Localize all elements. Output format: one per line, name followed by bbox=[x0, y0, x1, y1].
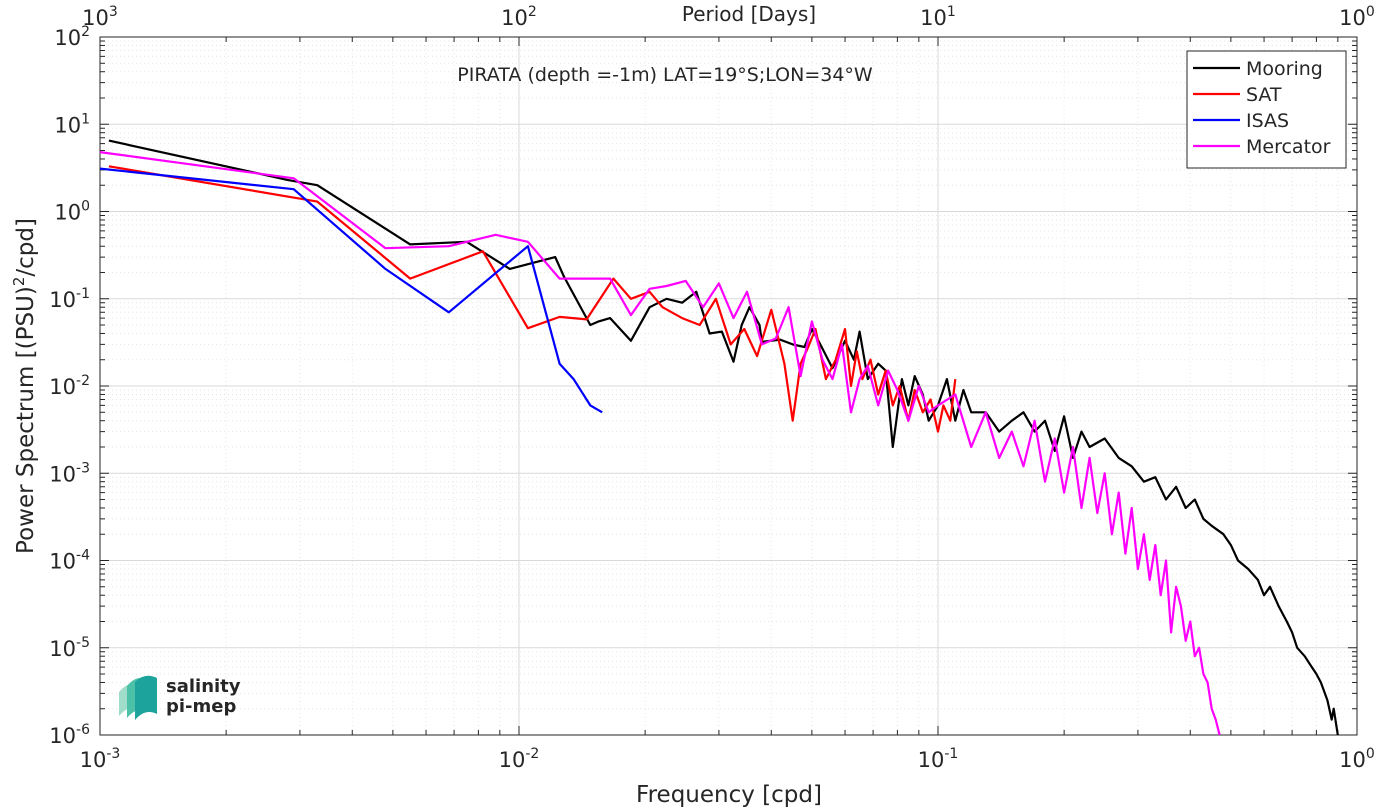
top-tick-label-exponent: 1 bbox=[947, 4, 956, 20]
y-tick-label: 101 bbox=[54, 111, 90, 137]
legend-label-mercator: Mercator bbox=[1246, 136, 1331, 158]
logo-line1: salinity bbox=[166, 676, 241, 697]
legend: Mooring SAT ISAS Mercator bbox=[1186, 50, 1347, 169]
y-tick-label: 10-6 bbox=[49, 722, 90, 748]
series-line-isas bbox=[99, 167, 603, 414]
top-tick-label-base: 10 bbox=[920, 6, 947, 30]
y-tick-label: 10-4 bbox=[49, 548, 90, 574]
series-line-mooring bbox=[108, 139, 1339, 736]
x-tick-label-base: 10 bbox=[1339, 748, 1366, 772]
top-tick-label-exponent: 3 bbox=[109, 4, 118, 20]
x-tick-label: 10-2 bbox=[499, 746, 540, 772]
x-tick-label-exponent: 0 bbox=[1366, 746, 1375, 762]
y-tick-label: 10-1 bbox=[49, 286, 90, 312]
x-tick-labels: 10-3 10-2 10-1 100 bbox=[80, 746, 1375, 772]
top-tick-label-exponent: 0 bbox=[1366, 4, 1375, 20]
y-tick-label-base: 10 bbox=[54, 26, 81, 50]
top-tick-label: 102 bbox=[501, 4, 537, 30]
y-tick-label-base: 10 bbox=[49, 462, 76, 486]
y-tick-label: 100 bbox=[54, 199, 90, 225]
axis-ticks bbox=[99, 37, 1357, 736]
y-tick-label-exponent: 0 bbox=[81, 199, 90, 215]
y-tick-label-exponent: -3 bbox=[76, 460, 90, 476]
legend-box bbox=[1186, 50, 1347, 169]
y-tick-label-exponent: -4 bbox=[76, 548, 90, 564]
x-tick-label: 100 bbox=[1339, 746, 1375, 772]
top-tick-label-exponent: 2 bbox=[528, 4, 537, 20]
top-tick-label-base: 10 bbox=[501, 6, 528, 30]
y-tick-label-exponent: 1 bbox=[81, 111, 90, 127]
top-tick-label: 103 bbox=[82, 4, 118, 30]
y-tick-label-base: 10 bbox=[49, 550, 76, 574]
y-tick-label-exponent: -5 bbox=[76, 635, 90, 651]
top-tick-labels: 103 102 101 100 bbox=[82, 4, 1375, 30]
y-tick-label-exponent: -6 bbox=[76, 722, 90, 738]
x-axis-label: Frequency [cpd] bbox=[636, 782, 822, 808]
top-tick-label: 101 bbox=[920, 4, 956, 30]
y-axis-label-superscript: 2 bbox=[10, 277, 28, 287]
logo-line2: pi-mep bbox=[166, 696, 236, 717]
y-tick-label-exponent: -2 bbox=[76, 373, 90, 389]
chart-title: PIRATA (depth =-1m) LAT=19°S;LON=34°W bbox=[457, 64, 873, 86]
minor-grid bbox=[100, 37, 1357, 735]
legend-label-mooring: Mooring bbox=[1246, 58, 1323, 80]
y-tick-label: 10-3 bbox=[49, 460, 90, 486]
series-line-mercator bbox=[99, 151, 1221, 736]
x-tick-label: 10-3 bbox=[80, 746, 121, 772]
top-axis-label: Period [Days] bbox=[682, 2, 816, 26]
y-tick-label-base: 10 bbox=[54, 201, 81, 225]
y-tick-label: 10-5 bbox=[49, 635, 90, 661]
x-tick-label: 10-1 bbox=[918, 746, 959, 772]
series-layer bbox=[99, 139, 1339, 736]
top-tick-label-base: 10 bbox=[1339, 6, 1366, 30]
y-tick-label: 10-2 bbox=[49, 373, 90, 399]
y-tick-label-exponent: -1 bbox=[76, 286, 90, 302]
x-tick-label-base: 10 bbox=[499, 748, 526, 772]
y-tick-label-base: 10 bbox=[54, 113, 81, 137]
y-tick-label: 102 bbox=[54, 24, 90, 50]
legend-label-sat: SAT bbox=[1246, 84, 1282, 106]
x-tick-label-base: 10 bbox=[80, 748, 107, 772]
x-tick-label-base: 10 bbox=[918, 748, 945, 772]
top-tick-label: 100 bbox=[1339, 4, 1375, 30]
y-tick-label-exponent: 2 bbox=[81, 24, 90, 40]
salinity-pi-mep-logo: salinity pi-mep bbox=[119, 675, 241, 720]
y-tick-label-base: 10 bbox=[49, 637, 76, 661]
top-tick-label-base: 10 bbox=[82, 6, 109, 30]
x-tick-label-exponent: -3 bbox=[106, 746, 120, 762]
y-tick-label-base: 10 bbox=[49, 375, 76, 399]
y-tick-label-base: 10 bbox=[49, 724, 76, 748]
x-tick-label-exponent: -2 bbox=[525, 746, 539, 762]
y-axis-label-tail: /cpd] bbox=[13, 218, 39, 277]
x-tick-label-exponent: -1 bbox=[944, 746, 958, 762]
y-axis-label: Power Spectrum [(PSU)2/cpd] bbox=[10, 218, 39, 554]
y-axis-label-main: Power Spectrum [(PSU) bbox=[13, 286, 39, 554]
y-tick-label-base: 10 bbox=[49, 288, 76, 312]
legend-label-isas: ISAS bbox=[1246, 110, 1289, 132]
logo-wave-shape bbox=[135, 675, 157, 720]
